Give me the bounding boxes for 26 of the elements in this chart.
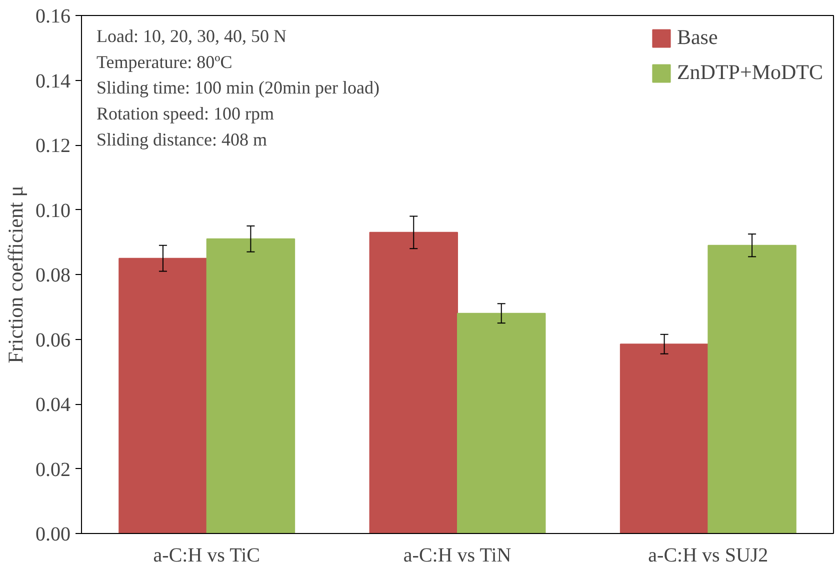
y-tick-label: 0.14	[36, 70, 70, 92]
legend-label: ZnDTP+MoDTC	[676, 60, 823, 85]
annotation: Sliding time: 100 min (20min per load)	[96, 78, 380, 98]
y-tick-label: 0.10	[36, 200, 70, 222]
legend-label: Base	[676, 25, 718, 50]
annotation: Sliding distance: 408 m	[96, 129, 267, 150]
y-tick-label: 0.02	[36, 458, 70, 481]
bar	[118, 258, 208, 534]
x-tick-label: a-C:H vs TiC	[153, 544, 260, 566]
x-tick-label: a-C:H vs SUJ2	[648, 544, 768, 566]
bar	[620, 344, 709, 534]
y-tick-label: 0.12	[36, 135, 70, 157]
y-tick-label: 0.00	[36, 524, 70, 546]
annotation: Load: 10, 20, 30, 40, 50 N	[96, 26, 286, 46]
bar	[708, 244, 796, 534]
annotation: Rotation speed: 100 rpm	[96, 104, 274, 124]
y-tick-label: 0.04	[36, 394, 70, 416]
x-tick-label: a-C:H vs TiN	[403, 544, 512, 566]
bar	[206, 238, 296, 534]
bar	[457, 312, 546, 534]
y-tick-label: 0.08	[36, 264, 70, 286]
annotation: Temperature: 80ºC	[96, 52, 232, 72]
y-tick-label: 0.16	[36, 6, 70, 28]
bar	[369, 232, 458, 534]
y-axis-title: Friction coefficient μ	[4, 186, 28, 364]
y-tick-label: 0.06	[36, 329, 70, 352]
